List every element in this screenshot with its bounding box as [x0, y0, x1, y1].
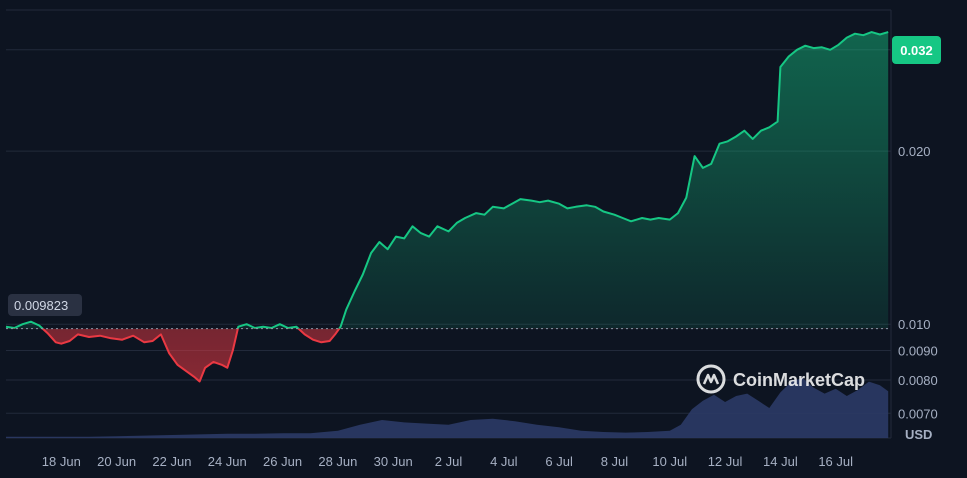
current-price-text: 0.032: [900, 43, 933, 58]
coinmarketcap-logo-icon: [696, 364, 726, 394]
y-tick-label: 0.020: [898, 144, 931, 159]
x-tick-label: 20 Jun: [97, 454, 136, 469]
x-tick-label: 4 Jul: [490, 454, 518, 469]
x-tick-label: 8 Jul: [601, 454, 629, 469]
x-tick-label: 12 Jul: [708, 454, 743, 469]
currency-label: USD: [905, 427, 932, 442]
price-line-down: [12, 328, 341, 383]
x-tick-label: 18 Jun: [42, 454, 81, 469]
y-tick-label: 0.0070: [898, 406, 938, 421]
y-tick-label: 0.0080: [898, 373, 938, 388]
price-line-up: [5, 31, 889, 329]
x-tick-label: 14 Jul: [763, 454, 798, 469]
x-tick-label: 16 Jul: [818, 454, 853, 469]
baseline-label-text: 0.009823: [14, 298, 68, 313]
x-tick-label: 2 Jul: [435, 454, 463, 469]
coinmarketcap-watermark: CoinMarketCap: [696, 364, 865, 394]
current-price-badge: 0.032: [892, 36, 941, 64]
volume-area: [6, 378, 889, 438]
x-axis: 18 Jun 20 Jun 22 Jun 24 Jun 26 Jun 28 Jun 30 J…: [42, 454, 853, 469]
price-area: [6, 32, 889, 382]
x-tick-label: 6 Jul: [545, 454, 573, 469]
x-tick-label: 22 Jun: [152, 454, 191, 469]
x-tick-label: 10 Jul: [652, 454, 687, 469]
volume-bars: [6, 378, 889, 438]
price-area-down: [6, 328, 889, 382]
watermark-text: CoinMarketCap: [733, 370, 865, 390]
y-tick-label: 0.010: [898, 317, 931, 332]
x-tick-label: 30 Jun: [374, 454, 413, 469]
baseline-label: 0.009823: [8, 294, 82, 316]
x-tick-label: 24 Jun: [208, 454, 247, 469]
price-area-up: [6, 32, 889, 329]
x-tick-label: 28 Jun: [318, 454, 357, 469]
price-line: [5, 31, 889, 383]
x-tick-label: 26 Jun: [263, 454, 302, 469]
y-tick-label: 0.0090: [898, 344, 938, 359]
